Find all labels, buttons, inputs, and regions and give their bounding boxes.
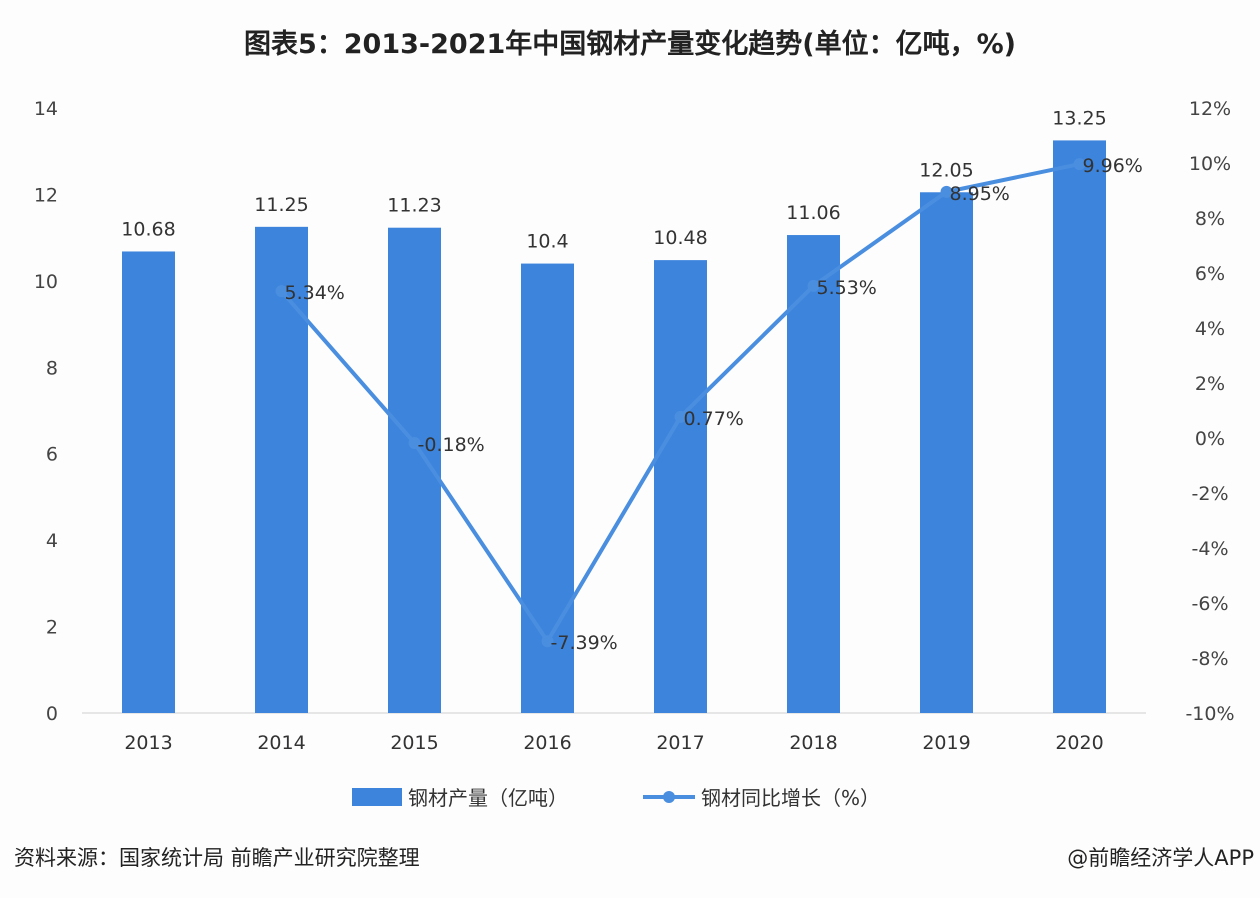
y-right-tick-label: -2% [1192,483,1229,505]
x-tick-label: 2013 [124,732,172,754]
line-point [275,285,288,298]
line-point [807,279,820,292]
line-data-label: 9.96% [1083,155,1143,177]
line-data-label: 5.34% [285,282,345,304]
y-right-tick-label: 6% [1195,263,1225,285]
legend-line-label: 钢材同比增长（%） [701,786,880,810]
line-point [674,410,687,423]
bar [122,251,175,713]
x-tick-label: 2015 [390,732,438,754]
y-right-tick-label: 4% [1195,318,1225,340]
bar-data-label: 10.48 [653,227,707,249]
y-left-tick-label: 10 [34,271,58,293]
y-right-tick-label: 0% [1195,428,1225,450]
line-point [541,635,554,648]
y-right-tick-label: 2% [1195,373,1225,395]
y-left-tick-label: 12 [34,184,58,206]
line-point [1073,158,1086,171]
bar-data-label: 11.06 [786,202,840,224]
x-tick-label: 2016 [523,732,571,754]
bar-data-label: 11.25 [254,194,308,216]
source-note: 资料来源：国家统计局 前瞻产业研究院整理 [14,846,420,870]
bar-data-label: 10.4 [526,231,568,253]
legend-line-marker [663,791,675,803]
bar [787,235,840,714]
y-right-tick-label: -10% [1185,703,1234,725]
bar-data-label: 11.23 [387,195,441,217]
line-data-label: 8.95% [950,183,1010,205]
x-tick-label: 2019 [922,732,970,754]
bar-data-label: 12.05 [919,159,973,181]
y-right-tick-label: 12% [1189,98,1231,120]
legend-bar-swatch [352,788,402,806]
bar [1053,140,1106,714]
y-right-tick-label: -6% [1192,593,1229,615]
line-data-label: -0.18% [418,434,485,456]
y-left-tick-label: 0 [46,703,58,725]
y-left-tick-label: 2 [46,617,58,639]
x-tick-label: 2020 [1055,732,1103,754]
y-right-tick-label: -8% [1192,648,1229,670]
x-tick-label: 2018 [789,732,837,754]
bar-data-label: 13.25 [1052,107,1106,129]
legend-bar-label: 钢材产量（亿吨） [408,786,568,810]
y-left-tick-label: 14 [34,98,58,120]
line-data-label: 0.77% [684,408,744,430]
y-left-tick-label: 8 [46,357,58,379]
y-right-tick-label: 10% [1189,153,1231,175]
y-left-tick-label: 4 [46,530,58,552]
line-point [408,436,421,449]
line-data-label: -7.39% [551,632,618,654]
credit-note: @前瞻经济学人APP [1067,846,1254,870]
y-right-tick-label: 8% [1195,208,1225,230]
bar [654,260,707,713]
chart-title: 图表5：2013-2021年中国钢材产量变化趋势(单位：亿吨，%) [243,29,1017,60]
x-tick-label: 2014 [257,732,305,754]
bar-data-label: 10.68 [121,218,175,240]
y-left-tick-label: 6 [46,444,58,466]
bar [255,226,308,713]
y-right-tick-label: -4% [1192,538,1229,560]
bar [920,192,973,714]
line-data-label: 5.53% [817,277,877,299]
line-point [940,185,953,198]
x-tick-label: 2017 [656,732,704,754]
